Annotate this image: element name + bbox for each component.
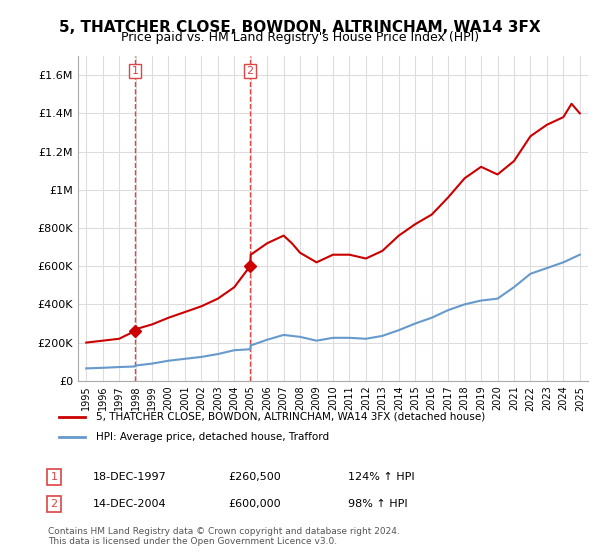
Text: £600,000: £600,000 <box>228 499 281 509</box>
Text: 5, THATCHER CLOSE, BOWDON, ALTRINCHAM, WA14 3FX (detached house): 5, THATCHER CLOSE, BOWDON, ALTRINCHAM, W… <box>95 412 485 422</box>
Text: 2: 2 <box>247 66 254 76</box>
Text: 1: 1 <box>131 66 139 76</box>
Text: 2: 2 <box>50 499 58 509</box>
Text: 1: 1 <box>50 472 58 482</box>
Text: Contains HM Land Registry data © Crown copyright and database right 2024.
This d: Contains HM Land Registry data © Crown c… <box>48 526 400 546</box>
Text: 14-DEC-2004: 14-DEC-2004 <box>93 499 167 509</box>
Text: HPI: Average price, detached house, Trafford: HPI: Average price, detached house, Traf… <box>95 432 329 442</box>
Text: £260,500: £260,500 <box>228 472 281 482</box>
Text: 18-DEC-1997: 18-DEC-1997 <box>93 472 167 482</box>
Text: 124% ↑ HPI: 124% ↑ HPI <box>348 472 415 482</box>
Text: Price paid vs. HM Land Registry's House Price Index (HPI): Price paid vs. HM Land Registry's House … <box>121 31 479 44</box>
Text: 5, THATCHER CLOSE, BOWDON, ALTRINCHAM, WA14 3FX: 5, THATCHER CLOSE, BOWDON, ALTRINCHAM, W… <box>59 20 541 35</box>
Text: 98% ↑ HPI: 98% ↑ HPI <box>348 499 407 509</box>
